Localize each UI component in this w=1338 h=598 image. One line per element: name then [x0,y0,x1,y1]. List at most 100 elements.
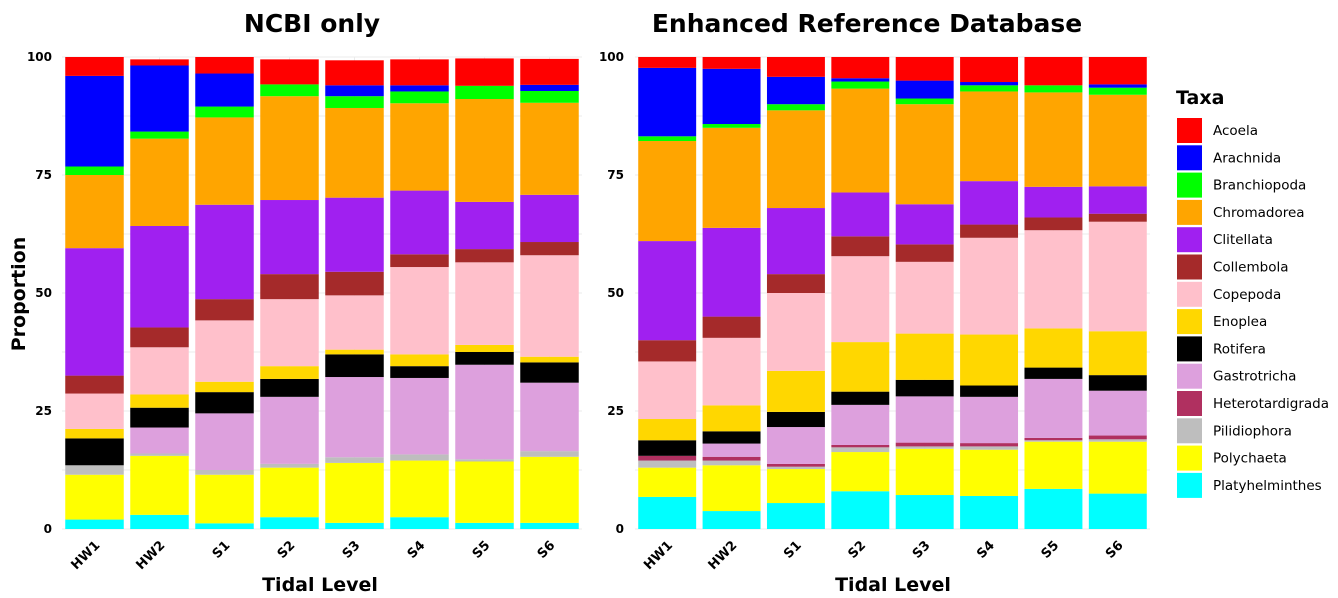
bar-segment-polychaeta-s4 [960,449,1019,496]
bar-segment-copepoda-s3 [325,295,384,350]
bar-segment-chromadorea-s3 [895,104,954,205]
x-tick-label: S5 [1039,538,1063,562]
bar-segment-branchiopoda-s6 [520,90,579,103]
legend-swatch-polychaeta [1177,445,1202,471]
bar-segment-branchiopoda-hw2 [130,131,189,139]
bar-segment-collembola-s6 [1088,213,1147,222]
bar-segment-acoela-hw2 [702,57,761,69]
bar-segment-acoela-s3 [325,60,384,86]
bar-segment-clitellata-hw2 [702,227,761,317]
bar-segment-polychaeta-s6 [520,456,579,523]
x-tick-label: S6 [1103,538,1127,562]
bar-segment-chromadorea-hw1 [638,141,697,242]
bar-segment-gastrotricha-s1 [195,413,254,470]
bar-segment-clitellata-s2 [831,192,890,237]
bar-segment-copepoda-s2 [260,299,319,367]
bar-segment-collembola-s1 [195,299,254,321]
x-tick-label: S5 [470,538,494,562]
bar-segment-polychaeta-s5 [1024,441,1083,489]
bar-segment-branchiopoda-s4 [390,91,449,104]
bar-segment-chromadorea-s5 [455,99,514,202]
y-axis-ticks-left: 0 25 50 75 100 [27,50,52,536]
bar-segment-arachnida-s4 [960,82,1019,86]
bar-segment-platyhelminthes-hw1 [65,519,124,529]
y-axis-title: Proportion [8,237,30,352]
bar-segment-collembola-hw1 [638,340,697,362]
bar-segment-enoplea-s2 [260,366,319,379]
bar-segment-arachnida-hw2 [702,68,761,125]
legend-label-branchiopoda: Branchiopoda [1213,178,1306,194]
legend: Taxa Acoela Arachnida Branchiopoda Chromado… [1176,87,1329,498]
bar-segment-chromadorea-s4 [960,91,1019,182]
bar-segment-chromadorea-s1 [195,117,254,205]
bar-segment-arachnida-s1 [195,73,254,107]
bar-segment-rotifera-s2 [831,391,890,405]
bar-segment-clitellata-s3 [895,204,954,245]
y-tick-label: 100 [599,50,624,64]
bar-segment-branchiopoda-s2 [260,84,319,97]
bar-segment-acoela-s5 [1024,57,1083,86]
bar-segment-heterotardigrada-s5 [1024,437,1083,441]
bar-segment-heterotardigrada-hw1 [638,455,697,461]
bar-segment-pilidiophora-s2 [831,447,890,453]
bar-segment-platyhelminthes-s1 [195,523,254,529]
bar-segment-rotifera-s2 [260,378,319,397]
bar-segment-copepoda-hw1 [65,393,124,429]
bar-segment-gastrotricha-s4 [390,377,449,455]
bar-segment-pilidiophora-s3 [325,457,384,463]
y-tick-label: 75 [35,168,52,182]
bar-segment-branchiopoda-s5 [1024,85,1083,93]
bar-segment-clitellata-s6 [1088,186,1147,214]
bar-segment-gastrotricha-s3 [325,377,384,458]
bar-segment-enoplea-s4 [960,334,1019,386]
bar-segment-chromadorea-s5 [1024,92,1083,187]
bar-segment-polychaeta-s3 [325,462,384,523]
bar-segment-branchiopoda-s1 [195,106,254,118]
bar-segment-collembola-hw1 [65,375,124,394]
bar-segment-rotifera-s3 [895,379,954,397]
bar-segment-acoela-s2 [831,57,890,79]
legend-label-rotifera: Rotifera [1213,341,1266,357]
bar-segment-branchiopoda-s1 [766,104,825,111]
bar-segment-branchiopoda-hw2 [702,124,761,128]
bar-segment-arachnida-s1 [766,76,825,105]
bar-segment-pilidiophora-hw2 [130,453,189,456]
bar-segment-pilidiophora-hw1 [65,465,124,475]
bar-segment-heterotardigrada-hw2 [702,456,761,461]
x-tick-label: S4 [974,538,998,562]
legend-label-polychaeta: Polychaeta [1213,451,1287,467]
legend-label-chromadorea: Chromadorea [1213,205,1305,221]
x-tick-label: S2 [275,538,299,562]
bar-segment-copepoda-s2 [831,256,890,343]
panel-title-left: NCBI only [244,9,380,38]
bar-segment-pilidiophora-s2 [260,463,319,468]
legend-swatch-arachnida [1177,145,1202,171]
bar-segment-collembola-s2 [831,236,890,257]
bar-segment-enoplea-hw1 [638,419,697,441]
bar-segment-pilidiophora-s4 [960,446,1019,450]
bar-segment-arachnida-s3 [325,85,384,97]
bar-segment-pilidiophora-s3 [895,446,954,449]
bar-segment-copepoda-s4 [960,237,1019,335]
bar-segment-platyhelminthes-s5 [1024,488,1083,529]
bar-segment-polychaeta-hw2 [130,455,189,515]
bar-segment-branchiopoda-s4 [960,85,1019,92]
bar-segment-polychaeta-hw1 [65,474,124,520]
bar-segment-polychaeta-s6 [1088,441,1147,494]
bar-segment-pilidiophora-s5 [1024,440,1083,442]
bar-segment-clitellata-hw1 [638,241,697,341]
bar-segment-enoplea-s3 [895,333,954,380]
bar-segment-chromadorea-hw2 [702,127,761,228]
bar-segment-clitellata-s5 [455,201,514,250]
bar-segment-rotifera-s5 [455,352,514,365]
bar-segment-acoela-s4 [960,57,1019,83]
legend-swatch-chromadorea [1177,199,1202,225]
legend-label-copepoda: Copepoda [1213,287,1281,303]
bar-segment-chromadorea-s2 [831,88,890,193]
x-tick-label: S3 [340,538,364,562]
legend-label-heterotardigrada: Heterotardigrada [1213,396,1329,412]
bar-segment-acoela-hw2 [130,59,189,66]
bar-segment-platyhelminthes-s3 [895,495,954,529]
bar-segment-gastrotricha-s3 [895,396,954,443]
